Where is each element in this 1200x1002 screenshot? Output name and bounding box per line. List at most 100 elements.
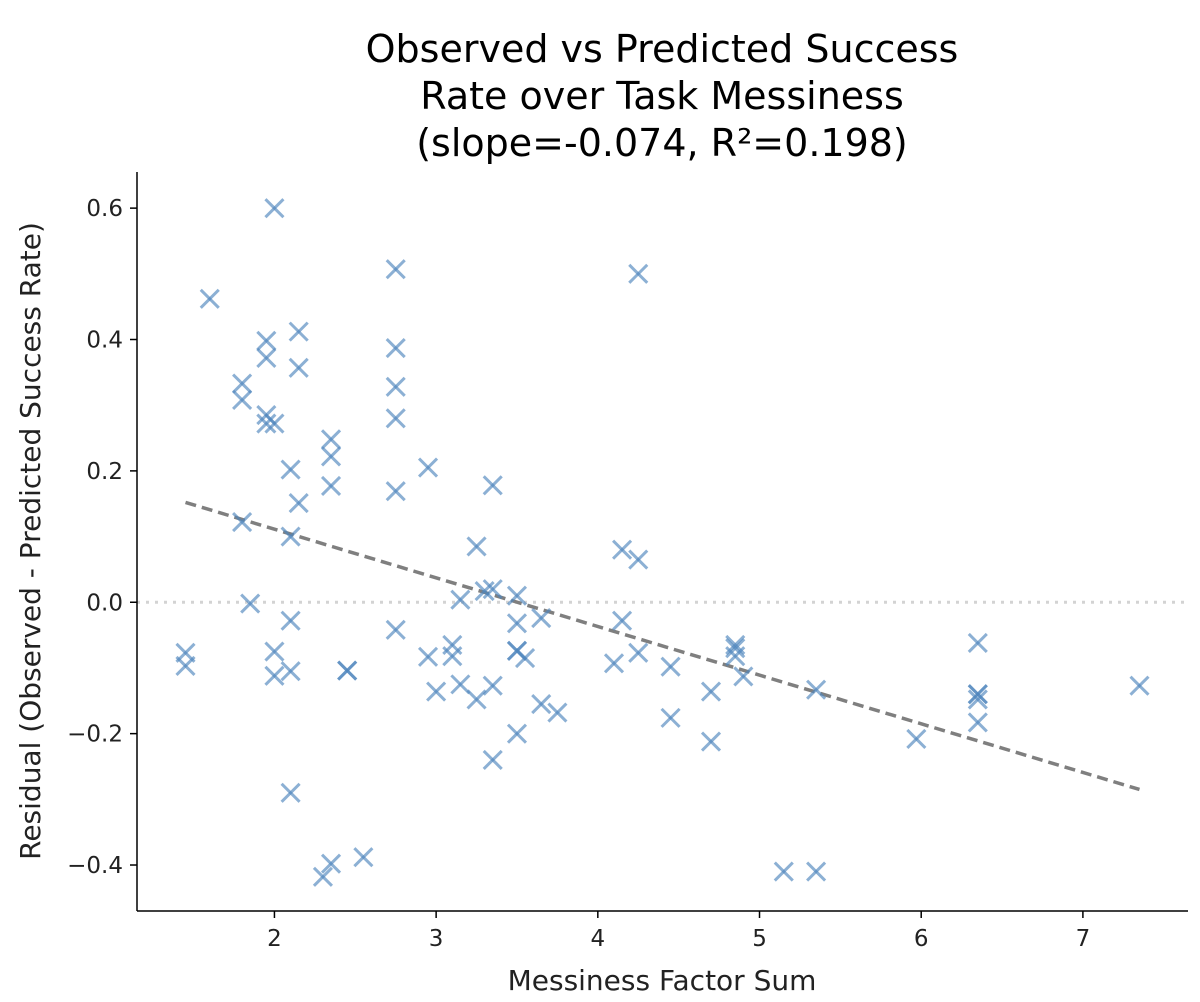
data-point [280,459,301,480]
data-points [175,198,1150,887]
x-tick-label: 5 [752,926,767,952]
y-tick-label: 0.4 [86,328,123,354]
title-line-2: Rate over Task Messiness [420,74,904,118]
data-point [353,847,374,868]
data-point [700,731,722,752]
x-tick-label: 2 [267,926,282,952]
data-point [288,357,309,378]
data-point [628,642,649,663]
data-point [320,853,342,874]
data-point [628,263,649,284]
regression-line [185,500,1140,792]
data-point [612,539,633,560]
data-point [967,712,988,733]
data-point [482,579,503,600]
x-axis-label: Messiness Factor Sum [508,964,817,997]
y-tick-label: −0.2 [67,722,123,748]
data-point [280,782,301,803]
data-point [199,288,220,309]
y-tick-label: 0.6 [86,196,123,222]
data-point [312,866,334,887]
x-tick-label: 6 [914,926,929,952]
data-point [320,429,342,450]
data-point [506,585,528,606]
data-point [232,389,253,411]
data-point [967,684,988,705]
data-point [506,723,528,744]
data-point [967,632,988,654]
data-point [547,702,568,723]
data-point [264,413,285,434]
data-point [806,861,827,882]
data-point [385,337,406,359]
data-point [320,475,342,497]
data-point [725,646,746,667]
data-point [515,648,536,669]
data-point [450,674,471,695]
x-ticks: 2 3 4 5 6 7 [267,911,1090,952]
data-point [906,728,927,749]
axes [136,172,1188,912]
data-point [288,493,309,514]
data-point [417,646,439,667]
data-point [482,675,503,696]
data-point [1129,675,1150,696]
data-point [417,457,439,478]
data-point [482,749,503,770]
data-point [337,660,358,681]
data-point [967,689,988,710]
data-point [725,638,746,659]
data-point [264,665,285,686]
data-point [603,653,625,674]
data-point [531,607,552,629]
data-point [442,646,463,667]
data-point [288,321,309,342]
data-point [264,641,285,662]
data-point [466,536,487,557]
data-point [700,681,722,702]
data-point [385,619,406,640]
data-point [320,446,342,467]
chart-title: Observed vs Predicted Success Rate over … [366,27,959,165]
data-point [466,689,487,710]
data-point [280,526,301,547]
data-point [612,610,633,631]
y-ticks: −0.4 −0.2 0.0 0.2 0.4 0.6 [67,196,137,879]
data-point [773,861,794,882]
data-point [232,512,253,533]
data-point [385,408,406,429]
x-tick-label: 7 [1076,926,1091,952]
data-point [264,198,285,219]
data-point [280,610,301,631]
y-tick-label: −0.4 [67,853,123,879]
y-tick-label: 0.2 [86,459,123,485]
data-point [385,481,406,502]
data-point [482,475,503,496]
data-point [256,347,277,368]
x-tick-label: 3 [429,926,444,952]
data-point [628,549,649,570]
data-point [426,681,447,702]
title-line-1: Observed vs Predicted Success [366,27,959,71]
data-point [531,694,552,715]
x-tick-label: 4 [591,926,606,952]
y-tick-label: 0.0 [86,590,123,616]
data-point [385,259,406,280]
data-point [232,373,253,394]
data-point [175,655,196,677]
y-axis-label: Residual (Observed - Predicted Success R… [14,222,47,860]
trend-line [185,500,1140,792]
data-point [256,413,277,434]
data-point [733,666,754,687]
data-point [385,376,406,397]
data-point [506,613,528,634]
title-line-3: (slope=-0.074, R²=0.198) [416,121,908,165]
data-point [450,589,471,610]
data-point [280,661,301,682]
data-point [806,679,827,700]
data-point [240,593,261,614]
data-point [660,656,681,677]
data-point [660,707,681,728]
data-point [256,330,277,351]
